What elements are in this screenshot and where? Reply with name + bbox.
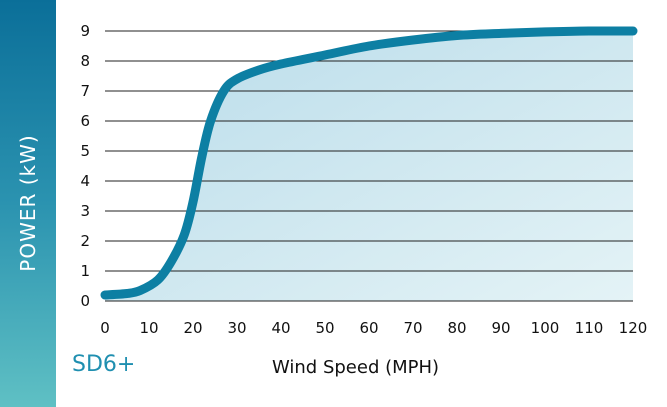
y-tick-label: 9 bbox=[80, 22, 90, 40]
x-tick-label: 120 bbox=[619, 319, 648, 337]
x-tick-label: 10 bbox=[139, 319, 158, 337]
x-tick-label: 90 bbox=[491, 319, 510, 337]
y-tick-label: 7 bbox=[80, 82, 90, 100]
model-label: SD6+ bbox=[72, 352, 136, 377]
y-tick-label: 0 bbox=[80, 292, 90, 310]
x-tick-label: 100 bbox=[531, 319, 560, 337]
x-tick-label: 20 bbox=[183, 319, 202, 337]
y-tick-label: 8 bbox=[80, 52, 90, 70]
x-tick-label: 30 bbox=[227, 319, 246, 337]
y-tick-label: 1 bbox=[80, 262, 90, 280]
x-tick-label: 80 bbox=[447, 319, 466, 337]
x-tick-label: 50 bbox=[315, 319, 334, 337]
x-tick-label: 40 bbox=[271, 319, 290, 337]
y-tick-label: 6 bbox=[80, 112, 90, 130]
y-tick-label: 4 bbox=[80, 172, 90, 190]
series-line bbox=[100, 26, 638, 300]
y-tick-label: 2 bbox=[80, 232, 90, 250]
chart-area-fill bbox=[105, 30, 633, 301]
y-tick-label: 3 bbox=[80, 202, 90, 220]
x-axis-label: Wind Speed (MPH) bbox=[272, 357, 440, 378]
side-band: POWER (kW) bbox=[0, 0, 56, 407]
x-tick-label: 110 bbox=[575, 319, 604, 337]
y-tick-label: 5 bbox=[80, 142, 90, 160]
x-tick-label: 70 bbox=[403, 319, 422, 337]
x-tick-label: 60 bbox=[359, 319, 378, 337]
x-tick-label: 0 bbox=[100, 319, 110, 337]
